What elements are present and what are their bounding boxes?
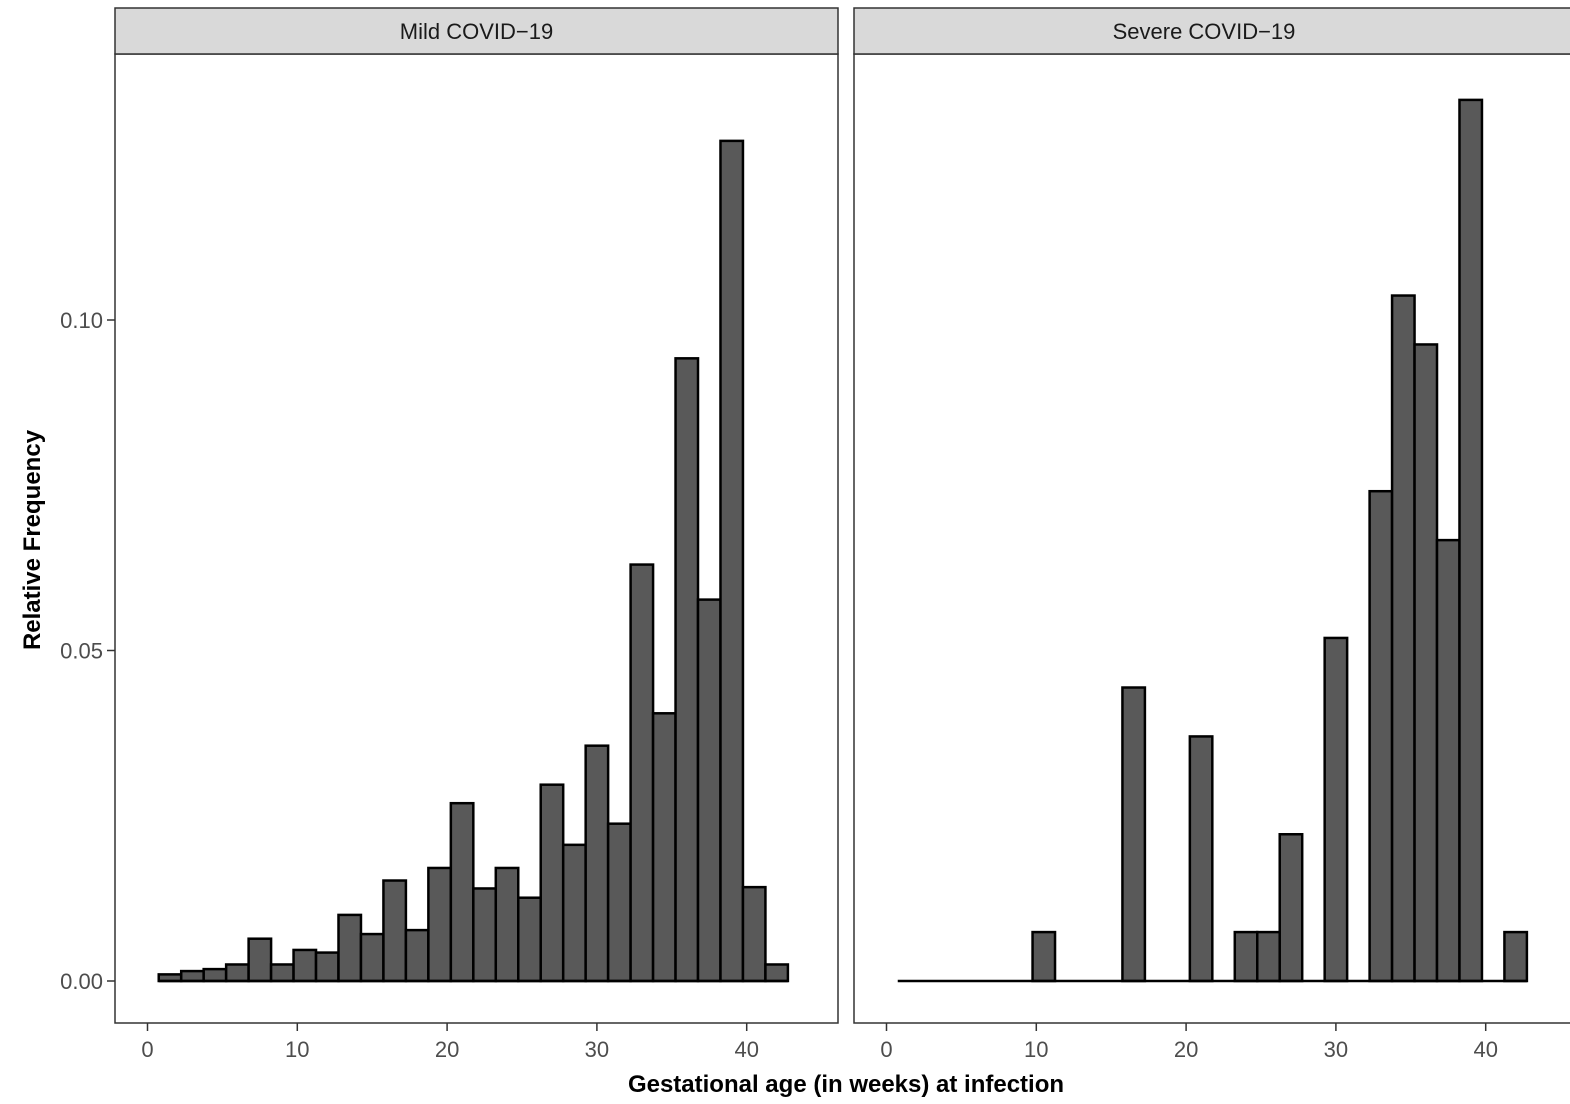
histogram-bar: [696, 598, 722, 983]
x-tick-label: 20: [1174, 1037, 1198, 1062]
histogram-bar: [472, 887, 498, 983]
histogram-bar: [584, 744, 610, 983]
histogram-bar: [1413, 343, 1439, 983]
histogram-bar: [427, 866, 453, 983]
y-tick-label: 0.10: [60, 308, 103, 333]
histogram-bar: [1278, 833, 1304, 983]
x-tick-label: 30: [585, 1037, 609, 1062]
histogram-bar: [1256, 930, 1281, 983]
histogram-bar: [517, 896, 542, 983]
y-axis-title: Relative Frequency: [19, 429, 46, 650]
x-tick-label: 10: [285, 1037, 309, 1062]
histogram-bar: [1458, 98, 1484, 983]
histogram-bar: [404, 928, 430, 983]
histogram-bar: [224, 963, 250, 983]
histogram-bar: [1503, 930, 1529, 983]
histogram-bars: [897, 98, 1529, 983]
histogram-bar: [674, 357, 700, 983]
histogram-bar: [292, 948, 318, 983]
histogram-bar: [202, 967, 228, 983]
histogram-bar: [1390, 294, 1416, 983]
histogram-bar: [1121, 686, 1147, 983]
histogram-bars: [157, 139, 790, 983]
histogram-bar: [247, 937, 273, 983]
x-tick-label: 40: [1473, 1037, 1497, 1062]
histogram-bar: [494, 866, 520, 983]
histogram-bar: [719, 139, 745, 983]
histogram-bar: [449, 801, 475, 983]
x-tick-label: 10: [1024, 1037, 1048, 1062]
histogram-bar: [629, 563, 655, 983]
facet-panel-severe: Severe COVID−19 0 10 20 30 40: [853, 7, 1570, 1062]
x-tick-label: 20: [435, 1037, 459, 1062]
histogram-bar: [606, 822, 632, 983]
histogram-bar: [179, 969, 205, 983]
histogram-bar: [1031, 930, 1057, 983]
y-tick-label: 0.05: [60, 639, 103, 664]
x-tick-label: 30: [1324, 1037, 1348, 1062]
histogram-bar: [764, 963, 790, 983]
histogram-bar: [382, 879, 408, 983]
x-tick-label: 40: [734, 1037, 758, 1062]
histogram-bar: [1233, 930, 1259, 983]
x-tick-label: 0: [880, 1037, 892, 1062]
histogram-bar: [269, 963, 295, 983]
histogram-bar: [1188, 735, 1214, 983]
histogram-bar: [1368, 489, 1394, 983]
x-axis-title: Gestational age (in weeks) at infection: [628, 1071, 1064, 1098]
x-tick-label: 0: [141, 1037, 153, 1062]
histogram-bar: [359, 932, 385, 983]
facet-strip: [853, 7, 1570, 55]
histogram-bar: [741, 885, 767, 983]
histogram-bar: [561, 843, 587, 983]
histogram-bar: [1323, 636, 1349, 983]
histogram-bar: [651, 712, 677, 983]
y-tick-label: 0.00: [60, 969, 103, 994]
histogram-bar: [539, 783, 565, 983]
facet-panel-mild: Mild COVID−19 0 10 20 30 40 0.00 0.05 0.10: [60, 7, 839, 1062]
facet-strip-label: Mild COVID−19: [400, 19, 553, 44]
histogram-bar: [337, 913, 363, 983]
facet-strip: [114, 7, 839, 55]
facet-panels: Mild COVID−19 0 10 20 30 40 0.00 0.05 0.10 Severe…: [60, 7, 1570, 1062]
histogram-bar: [1435, 538, 1461, 983]
facet-strip-label: Severe COVID−19: [1113, 19, 1296, 44]
histogram-bar: [314, 951, 340, 983]
